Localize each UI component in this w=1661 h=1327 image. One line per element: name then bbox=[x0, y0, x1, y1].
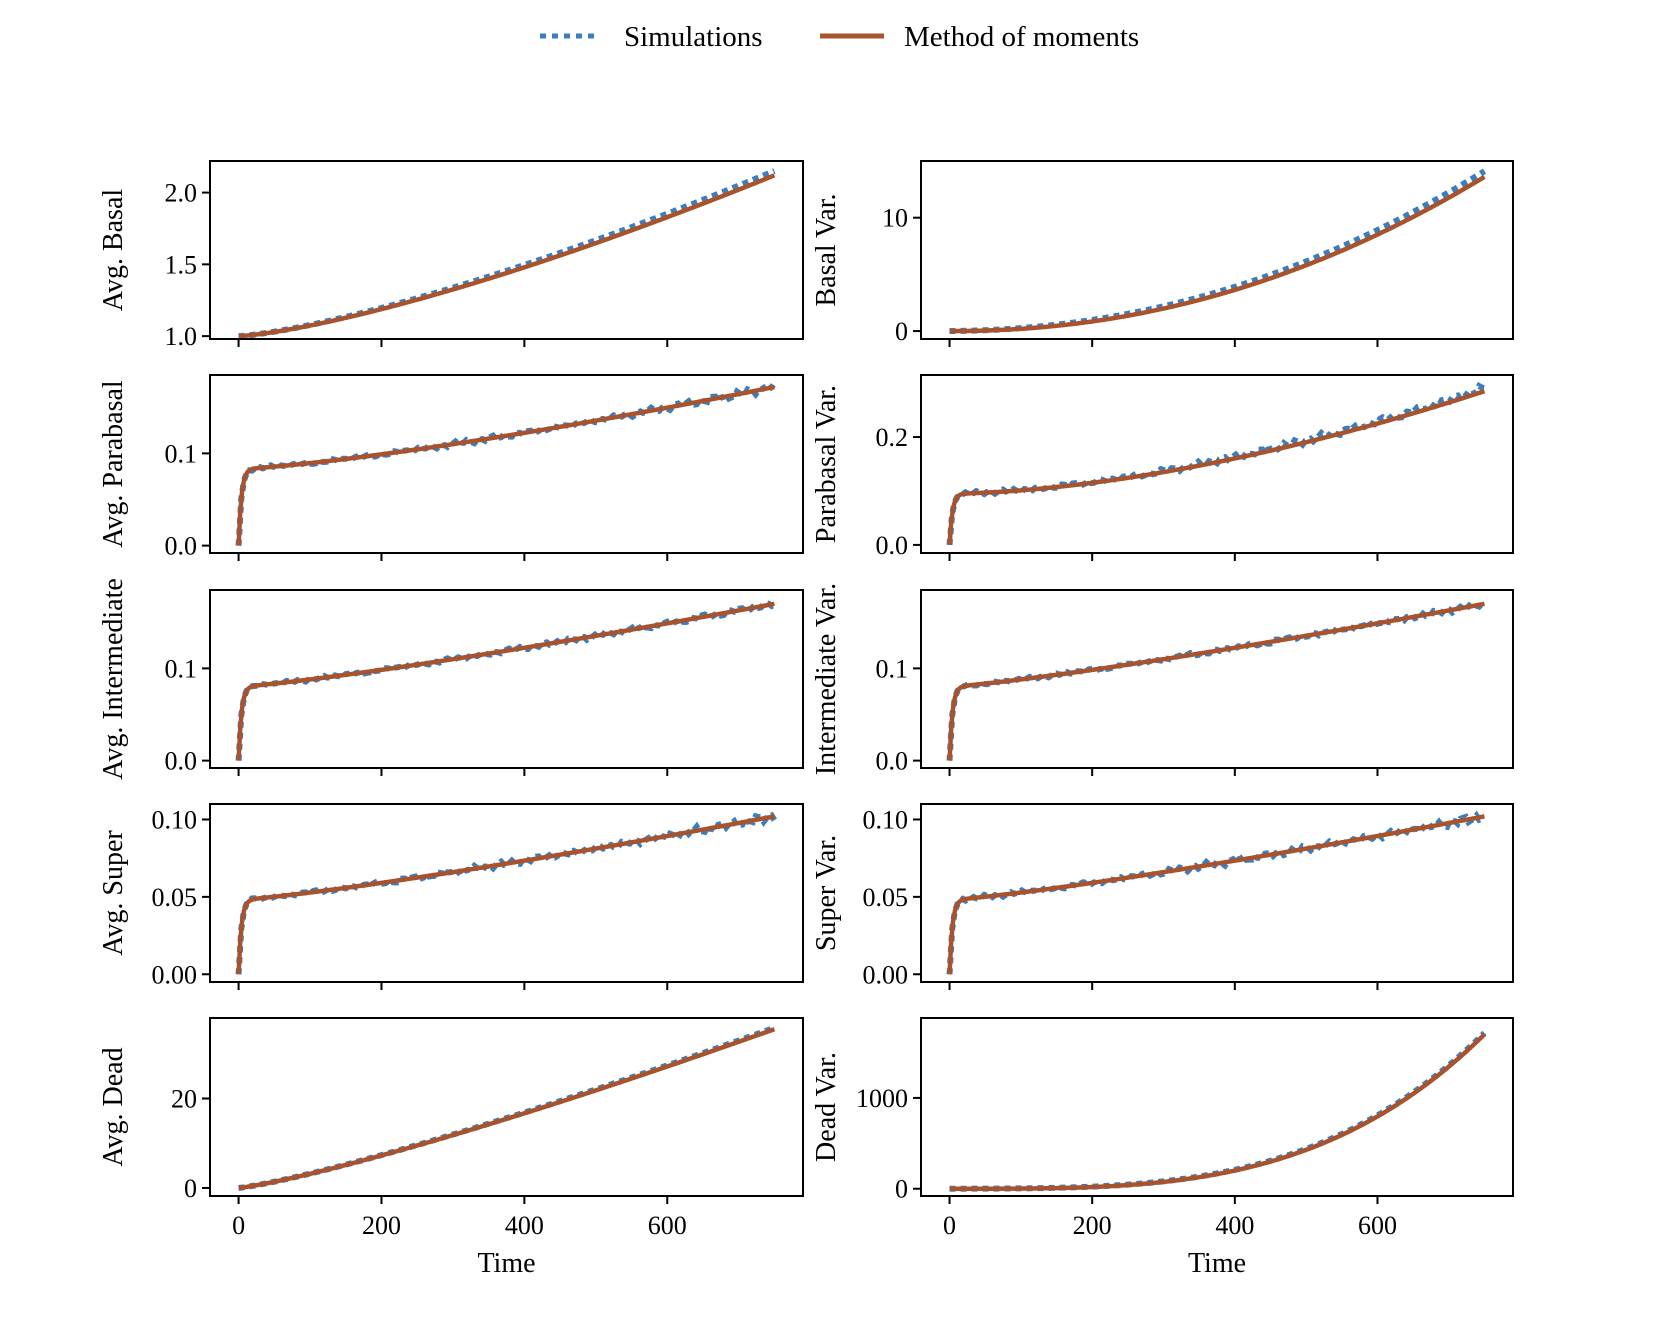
simulations-line bbox=[238, 168, 776, 339]
panel-avg-parabasal: 0.0 0.1 Avg. Parabasal bbox=[98, 374, 804, 561]
y-tick-label: 0.1 bbox=[165, 439, 198, 468]
simulations-line bbox=[235, 599, 777, 761]
axes-frame bbox=[920, 160, 1514, 340]
y-tick-label: 0.00 bbox=[152, 960, 198, 989]
panel-dead-var: 0 1000 0 200 400 600 Dead Var. Time bbox=[811, 1017, 1514, 1279]
panel-avg-intermediate: 0.0 0.1 Avg. Intermediate bbox=[98, 578, 804, 780]
legend-moments-label: Method of moments bbox=[904, 21, 1139, 53]
y-axis-label: Basal Var. bbox=[811, 193, 842, 306]
panels: 1.0 1.5 2.0 Avg. Basal 0 10 Basal Var. 0.0 0.1 Av… bbox=[98, 160, 1514, 1279]
y-tick-label: 0 bbox=[184, 1174, 197, 1203]
y-axis-label: Dead Var. bbox=[811, 1052, 842, 1162]
y-axis-label: Intermediate Var. bbox=[811, 583, 842, 775]
moments-line bbox=[949, 1032, 1487, 1191]
moments-line bbox=[238, 1027, 776, 1191]
moments-line bbox=[236, 601, 775, 761]
y-axis-label: Avg. Intermediate bbox=[98, 578, 129, 780]
x-tick-label: 400 bbox=[1215, 1211, 1254, 1240]
y-tick-label: 0.10 bbox=[863, 805, 909, 834]
x-tick-label: 0 bbox=[943, 1211, 956, 1240]
x-tick-label: 0 bbox=[232, 1211, 245, 1240]
y-tick-label: 1.0 bbox=[165, 322, 198, 351]
simulations-line bbox=[946, 810, 1486, 975]
y-axis-label: Parabasal Var. bbox=[811, 385, 842, 543]
y-axis-label: Avg. Parabasal bbox=[98, 380, 129, 548]
y-tick-label: 20 bbox=[171, 1085, 197, 1114]
y-tick-label: 0.0 bbox=[876, 747, 909, 776]
y-axis-label: Avg. Dead bbox=[98, 1047, 129, 1166]
y-tick-label: 0.2 bbox=[876, 423, 909, 452]
x-axis-label: Time bbox=[477, 1248, 535, 1279]
axes-frame bbox=[209, 803, 804, 983]
moments-line bbox=[947, 814, 1485, 975]
y-tick-label: 0.05 bbox=[863, 883, 909, 912]
y-tick-label: 0.0 bbox=[876, 531, 909, 560]
axes-frame bbox=[920, 803, 1514, 983]
y-tick-label: 2.0 bbox=[165, 179, 198, 208]
simulations-line bbox=[238, 1025, 776, 1191]
y-tick-label: 0.0 bbox=[165, 747, 198, 776]
legend: Simulations Method of moments bbox=[540, 21, 1139, 53]
axes-frame bbox=[920, 374, 1514, 554]
simulations-line bbox=[949, 168, 1487, 335]
x-tick-label: 200 bbox=[362, 1211, 401, 1240]
axes-frame bbox=[209, 1017, 804, 1197]
y-tick-label: 0.1 bbox=[876, 654, 909, 683]
y-tick-label: 0.0 bbox=[165, 532, 198, 561]
panel-intermediate-var: 0.0 0.1 Intermediate Var. bbox=[811, 583, 1514, 776]
y-axis-label: Avg. Super bbox=[98, 830, 129, 956]
x-tick-label: 200 bbox=[1073, 1211, 1112, 1240]
y-tick-label: 0.05 bbox=[152, 883, 198, 912]
axes-frame bbox=[920, 1017, 1514, 1197]
moments-line bbox=[947, 389, 1486, 546]
simulations-line bbox=[946, 599, 1486, 761]
y-tick-label: 1.5 bbox=[165, 250, 198, 279]
y-tick-label: 10 bbox=[882, 204, 908, 233]
moments-line bbox=[947, 601, 1485, 761]
x-tick-label: 400 bbox=[505, 1211, 544, 1240]
y-axis-label: Super Var. bbox=[811, 835, 842, 951]
y-tick-label: 1000 bbox=[856, 1084, 908, 1113]
simulations-line bbox=[235, 811, 777, 975]
simulations-line bbox=[949, 1030, 1487, 1192]
panel-avg-basal: 1.0 1.5 2.0 Avg. Basal bbox=[98, 160, 804, 351]
moments-line bbox=[238, 173, 776, 339]
x-tick-label: 600 bbox=[648, 1211, 687, 1240]
x-axis-label: Time bbox=[1188, 1248, 1246, 1279]
panel-super-var: 0.00 0.05 0.10 Super Var. bbox=[811, 803, 1514, 990]
moments-line bbox=[236, 814, 775, 975]
axes-frame bbox=[920, 589, 1514, 769]
axes-frame bbox=[209, 589, 804, 769]
panel-parabasal-var: 0.0 0.2 Parabasal Var. bbox=[811, 374, 1514, 561]
y-tick-label: 0.00 bbox=[863, 960, 909, 989]
y-tick-label: 0 bbox=[895, 317, 908, 346]
simulations-line bbox=[946, 381, 1485, 546]
legend-simulations-label: Simulations bbox=[624, 21, 763, 53]
y-tick-label: 0.10 bbox=[152, 805, 198, 834]
axes-frame bbox=[209, 160, 804, 340]
moments-line bbox=[236, 384, 775, 546]
y-axis-label: Avg. Basal bbox=[98, 189, 129, 312]
x-tick-label: 600 bbox=[1358, 1211, 1397, 1240]
axes-frame bbox=[209, 374, 804, 554]
y-tick-label: 0.1 bbox=[165, 654, 198, 683]
y-tick-label: 0 bbox=[895, 1175, 908, 1204]
moments-line bbox=[949, 174, 1486, 334]
panel-basal-var: 0 10 Basal Var. bbox=[811, 160, 1514, 347]
panel-avg-super: 0.00 0.05 0.10 Avg. Super bbox=[98, 803, 804, 990]
